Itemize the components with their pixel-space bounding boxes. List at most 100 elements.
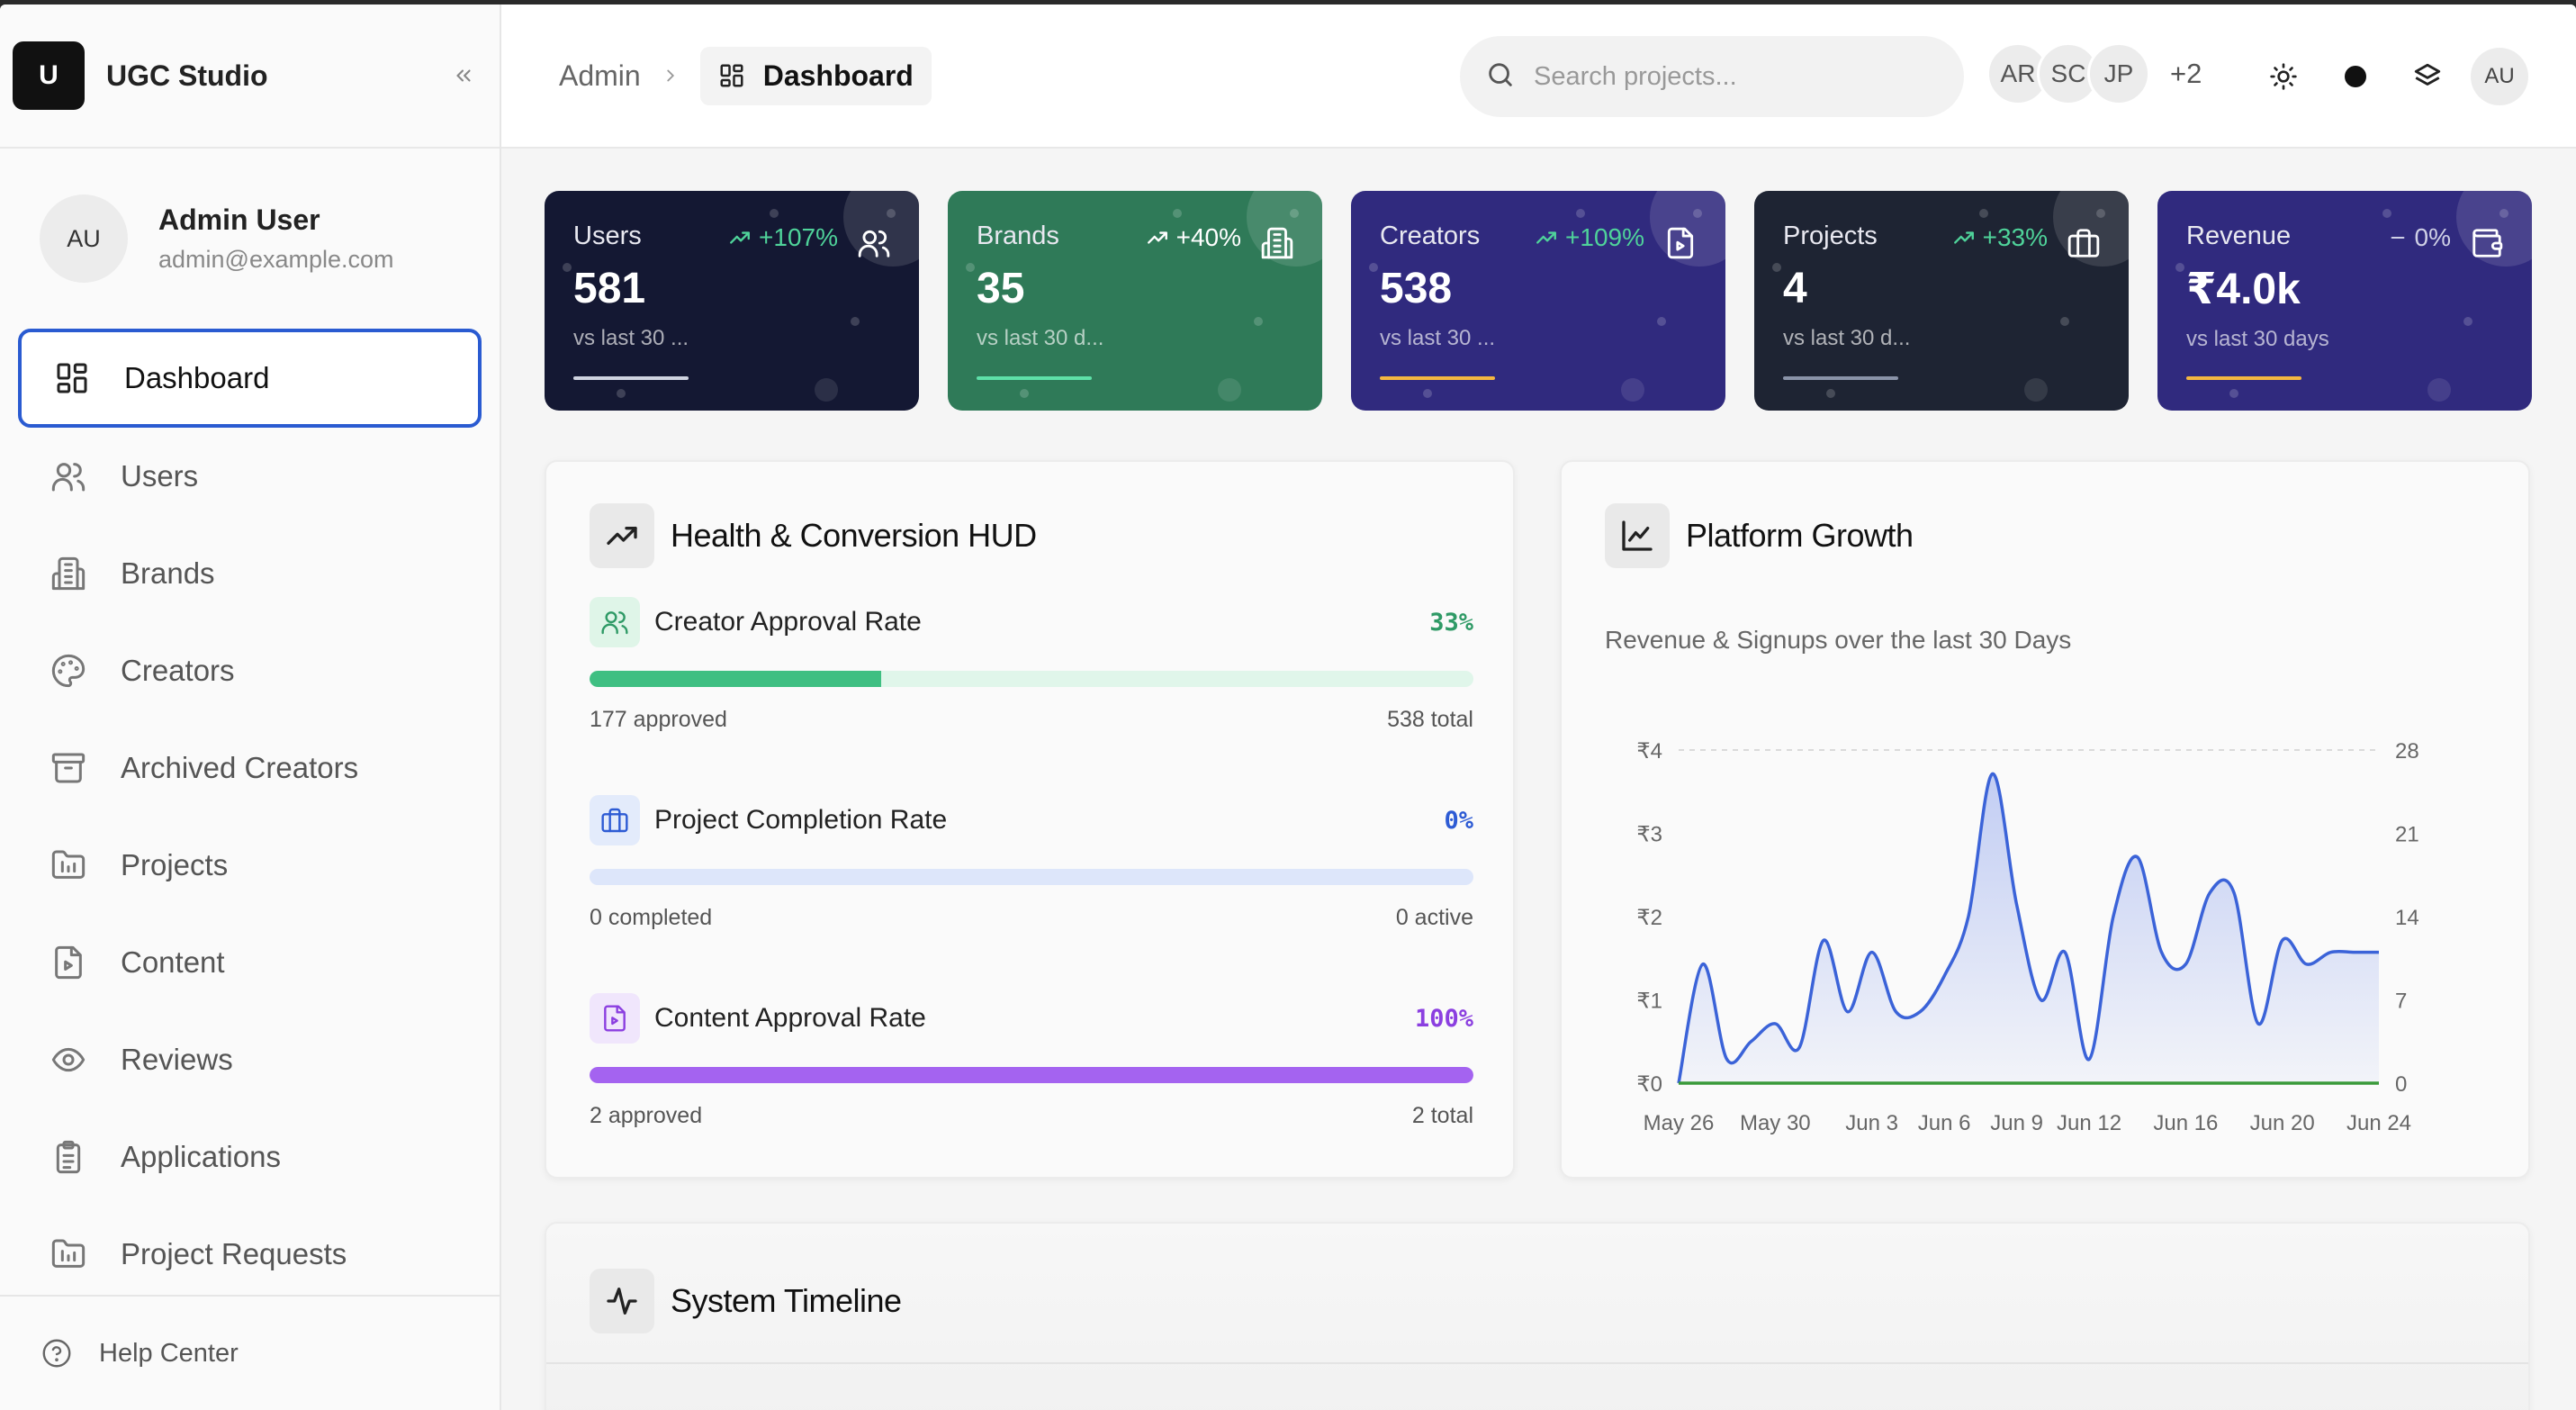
stat-progress-bar xyxy=(2186,376,2301,380)
metric-right-caption: 538 total xyxy=(1387,707,1473,732)
stat-progress-bar xyxy=(977,376,1092,380)
panel-title: Platform Growth xyxy=(1686,517,1914,554)
x-tick-label: May 26 xyxy=(1644,1111,1715,1135)
stat-progress-bar xyxy=(1783,376,1898,380)
theme-dot-icon[interactable] xyxy=(2319,41,2391,113)
user-profile[interactable]: AU Admin User admin@example.com xyxy=(0,149,500,329)
trend-icon xyxy=(1952,226,1976,249)
avatar[interactable]: AU xyxy=(2471,48,2528,105)
archive-icon xyxy=(50,750,86,786)
dashboard-icon xyxy=(54,360,90,396)
sidebar-item-label: Projects xyxy=(121,848,229,881)
chevron-right-icon xyxy=(661,66,680,86)
file-play-icon xyxy=(50,945,86,981)
help-center-label: Help Center xyxy=(99,1338,239,1368)
clipboard-icon xyxy=(50,1139,86,1175)
sidebar-item-project-requests[interactable]: Project Requests xyxy=(18,1206,482,1303)
sidebar-item-dashboard[interactable]: Dashboard xyxy=(18,329,482,428)
y-left-tick-label: ₹4 xyxy=(1636,739,1662,764)
y-right-tick-label: 21 xyxy=(2395,823,2419,847)
breadcrumb-admin[interactable]: Admin xyxy=(559,59,641,92)
breadcrumb-current[interactable]: Dashboard xyxy=(699,46,932,105)
stat-trend-value: +107% xyxy=(759,223,838,251)
help-circle-icon xyxy=(40,1336,74,1370)
stat-value: 4 xyxy=(1783,265,1807,312)
sidebar-item-applications[interactable]: Applications xyxy=(18,1108,482,1206)
sun-icon[interactable] xyxy=(2247,41,2319,113)
stat-progress-bar xyxy=(1380,376,1495,380)
building-icon xyxy=(50,556,86,592)
stat-value: 35 xyxy=(977,265,1025,312)
metric-project-completion-rate: Project Completion Rate 0% 0 completed 0 ac… xyxy=(590,795,1473,931)
stat-trend: +109% xyxy=(1535,223,1644,252)
briefcase-icon xyxy=(2064,223,2103,263)
panel-title: System Timeline xyxy=(671,1282,902,1319)
metric-content-approval-rate: Content Approval Rate 100% 2 approved 2 tot… xyxy=(590,993,1473,1129)
sidebar-item-label: Reviews xyxy=(121,1043,233,1076)
metric-creator-approval-rate: Creator Approval Rate 33% 177 approved 538 … xyxy=(590,597,1473,733)
collaborator-avatars[interactable]: AR SC JP +2 xyxy=(1986,42,2202,105)
sidebar-item-brands[interactable]: Brands xyxy=(18,525,482,622)
health-panel: Health & Conversion HUD Creator Approval… xyxy=(545,460,1515,1179)
stat-label: Creators xyxy=(1380,221,1481,250)
sidebar-item-label: Brands xyxy=(121,556,215,590)
brand-logo[interactable]: U xyxy=(13,41,85,110)
metric-percent: 0% xyxy=(1444,806,1473,835)
signups-line xyxy=(1677,772,2379,1084)
sidebar-item-content[interactable]: Content xyxy=(18,914,482,1011)
trend-icon xyxy=(2388,228,2408,248)
stat-trend-value: +33% xyxy=(1982,223,2048,251)
growth-panel: Platform Growth Revenue & Signups over t… xyxy=(1560,460,2530,1179)
progress-track xyxy=(590,1067,1473,1083)
stat-value: ₹4.0k xyxy=(2186,266,2301,313)
layers-icon[interactable] xyxy=(2391,41,2463,113)
x-tick-label: Jun 6 xyxy=(1918,1111,1971,1135)
stat-value: 538 xyxy=(1380,265,1453,312)
sidebar-item-creators[interactable]: Creators xyxy=(18,622,482,719)
search-icon xyxy=(1485,59,1516,95)
stat-value: 581 xyxy=(573,265,646,312)
stat-trend-value: +40% xyxy=(1175,223,1241,251)
stat-card-projects[interactable]: Projects +33% 4 vs last 30 d... xyxy=(1754,191,2129,411)
trend-icon xyxy=(728,226,752,249)
stat-trend: +33% xyxy=(1952,223,2048,252)
search-input[interactable] xyxy=(1534,61,1921,92)
stat-card-creators[interactable]: Creators +109% 538 vs last 30 ... xyxy=(1351,191,1725,411)
y-right-tick-label: 0 xyxy=(2395,1072,2407,1097)
stat-label: Users xyxy=(573,221,642,250)
collapse-sidebar-icon[interactable] xyxy=(446,58,482,94)
users-icon xyxy=(590,597,640,647)
progress-track xyxy=(590,869,1473,885)
panel-title: Health & Conversion HUD xyxy=(671,517,1037,554)
help-center-link[interactable]: Help Center xyxy=(0,1295,500,1410)
more-collaborators-count[interactable]: +2 xyxy=(2170,58,2202,89)
avatar[interactable]: SC xyxy=(2037,42,2100,105)
sidebar-item-archived-creators[interactable]: Archived Creators xyxy=(18,719,482,817)
trending-up-icon xyxy=(590,503,654,568)
stat-comparison: vs last 30 d... xyxy=(1783,326,1911,350)
search-box[interactable] xyxy=(1460,36,1964,117)
trend-icon xyxy=(1146,226,1169,249)
stat-card-users[interactable]: Users +107% 581 vs last 30 ... xyxy=(545,191,919,411)
avatar[interactable]: JP xyxy=(2087,42,2150,105)
sidebar-item-users[interactable]: Users xyxy=(18,428,482,525)
folder-chart-icon xyxy=(50,847,86,883)
stat-comparison: vs last 30 d... xyxy=(977,326,1104,350)
metric-label: Project Completion Rate xyxy=(654,805,948,835)
sidebar-item-label: Applications xyxy=(121,1140,281,1173)
sidebar-item-reviews[interactable]: Reviews xyxy=(18,1011,482,1108)
stat-card-brands[interactable]: Brands +40% 35 vs last 30 d... xyxy=(948,191,1322,411)
sidebar-item-label: Content xyxy=(121,945,225,979)
y-left-tick-label: ₹1 xyxy=(1636,990,1662,1014)
activity-icon xyxy=(590,1269,654,1333)
stat-label: Projects xyxy=(1783,221,1878,250)
stat-card-revenue[interactable]: Revenue 0% ₹4.0k vs last 30 days xyxy=(2157,191,2532,411)
progress-track xyxy=(590,671,1473,687)
sidebar-nav: Dashboard Users Brands Creators Archived Cre… xyxy=(0,329,500,1303)
y-left-tick-label: ₹0 xyxy=(1636,1072,1662,1097)
breadcrumb-current-label: Dashboard xyxy=(762,59,914,92)
stat-progress-bar xyxy=(573,376,689,380)
growth-chart: ₹0 ₹1 ₹2 ₹3 ₹4 0 7 14 21 28 May 26 May 30 Jun 3 Jun 6… xyxy=(1636,739,2419,1135)
y-right-tick-label: 14 xyxy=(2395,906,2419,930)
sidebar-item-projects[interactable]: Projects xyxy=(18,817,482,914)
